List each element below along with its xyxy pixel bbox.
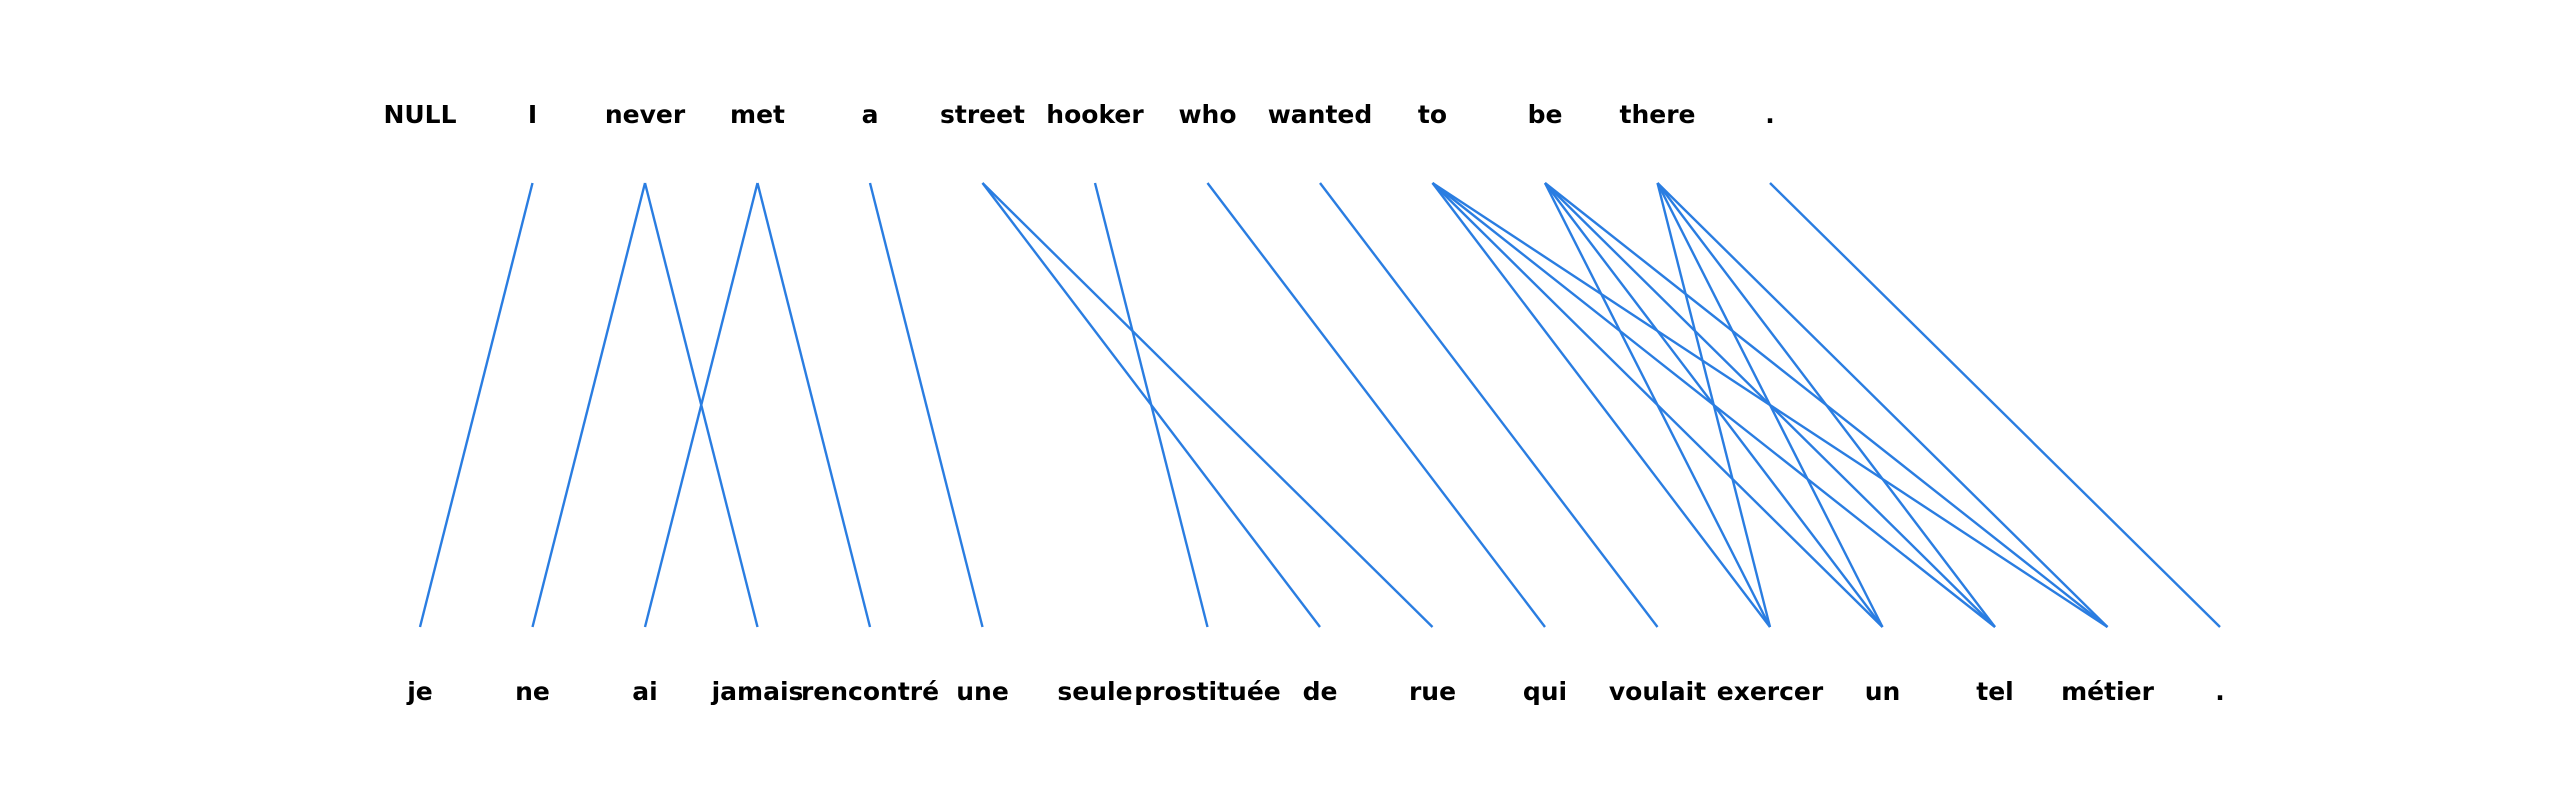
- source-word: I: [528, 100, 537, 129]
- source-word: street: [940, 100, 1025, 129]
- source-word: met: [730, 100, 785, 129]
- alignment-link: [1543, 182, 1772, 628]
- target-word: je: [406, 677, 433, 706]
- alignment-links: [418, 181, 2221, 629]
- target-word: un: [1865, 677, 1901, 706]
- source-word: be: [1528, 100, 1563, 129]
- target-word: de: [1303, 677, 1338, 706]
- target-word: métier: [2061, 677, 2154, 706]
- alignment-link: [1656, 182, 1884, 628]
- target-word: prostituée: [1134, 677, 1280, 706]
- alignment-link: [756, 182, 872, 628]
- alignment-link: [643, 182, 759, 628]
- alignment-link: [418, 182, 534, 628]
- source-word: .: [1765, 100, 1775, 129]
- source-word: there: [1620, 100, 1696, 129]
- target-word: qui: [1523, 677, 1567, 706]
- source-word: who: [1178, 100, 1236, 129]
- alignment-link: [1431, 182, 1771, 628]
- alignment-link: [531, 182, 647, 628]
- target-word: .: [2215, 677, 2225, 706]
- source-word: hooker: [1046, 100, 1144, 129]
- source-word: never: [605, 100, 686, 129]
- alignment-link: [1206, 182, 1546, 628]
- target-word: ai: [632, 677, 657, 706]
- alignment-link: [1319, 182, 1659, 628]
- source-word: to: [1418, 100, 1447, 129]
- alignment-link: [868, 182, 984, 628]
- alignment-link: [1656, 182, 1772, 628]
- alignment-link: [1769, 182, 2221, 628]
- alignment-link: [1093, 182, 1209, 628]
- alignment-link: [1656, 182, 2109, 628]
- source-word: wanted: [1268, 100, 1373, 129]
- alignment-link: [981, 182, 1434, 628]
- target-word: seule: [1057, 677, 1132, 706]
- target-word: tel: [1976, 677, 2013, 706]
- target-word: rue: [1409, 677, 1456, 706]
- alignment-link: [1656, 182, 1996, 628]
- target-word: une: [956, 677, 1009, 706]
- target-word: ne: [515, 677, 550, 706]
- target-word: exercer: [1717, 677, 1824, 706]
- target-word: voulait: [1609, 677, 1706, 706]
- target-word: jamais: [711, 677, 804, 706]
- target-word: rencontré: [801, 677, 939, 706]
- source-word: NULL: [383, 100, 456, 129]
- source-word: a: [862, 100, 879, 129]
